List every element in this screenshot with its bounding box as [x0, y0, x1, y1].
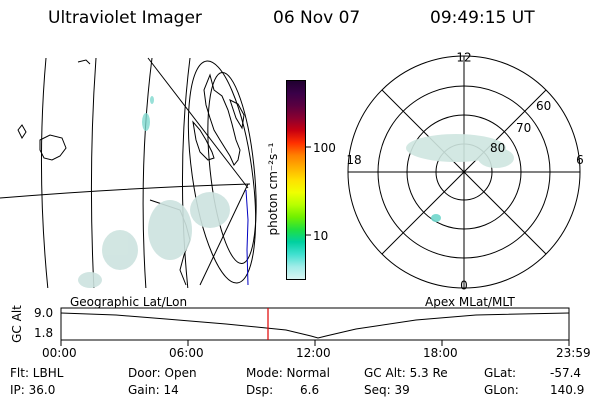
tick-18-00: 18:00 — [423, 346, 458, 360]
colorbar-tick-10: 10 — [313, 229, 329, 243]
colorbar-unit-label: photon cm⁻²s⁻¹ — [266, 142, 280, 236]
colorbar — [286, 80, 306, 280]
coastline — [39, 134, 67, 161]
instrument-title: Ultraviolet Imager — [48, 8, 202, 28]
gc-alt-axis-label: GC Alt — [10, 305, 24, 343]
tick-23-59: 23:59 — [556, 346, 591, 360]
polar-label-6: 6 — [576, 153, 584, 167]
mode-info: Mode: Normal — [246, 366, 330, 380]
dsp-value: 6.6 — [300, 383, 320, 397]
glon-value: 140.9 — [550, 383, 585, 397]
meridian-line — [40, 57, 49, 288]
coastline — [192, 120, 215, 161]
polar-plot: 12 0 18 6 60 70 80 — [346, 51, 584, 293]
meridian-line — [142, 57, 153, 288]
lat-label-60: 60 — [536, 99, 551, 113]
meridian-line — [90, 57, 97, 288]
grid-line — [199, 183, 249, 286]
polar-label-0: 0 — [460, 279, 468, 293]
door-info: Door: Open — [128, 366, 197, 380]
seq-info: Seq: 39 — [364, 383, 410, 397]
tick-06-00: 06:00 — [169, 346, 204, 360]
geographic-map — [0, 57, 257, 288]
polar-label-12: 12 — [456, 51, 471, 65]
gc-alt-bottom-value: 1.8 — [34, 326, 54, 340]
altitude-curve — [60, 312, 570, 339]
altitude-timeline — [60, 307, 570, 346]
polar-label-18: 18 — [346, 153, 361, 167]
time-label: 09:49:15 UT — [430, 8, 535, 28]
gain-info: Gain: 14 — [128, 383, 179, 397]
glat-value: -57.4 — [550, 366, 582, 380]
grid-line — [147, 57, 249, 189]
coastline — [17, 124, 27, 139]
coastline — [245, 189, 249, 286]
gc-alt-info: GC Alt: 5.3 Re — [364, 366, 448, 380]
lat-label-70: 70 — [516, 121, 531, 135]
tick-00-00: 00:00 — [42, 346, 77, 360]
dsp-label: Dsp: — [246, 383, 274, 397]
apex-label: Apex MLat/MLT — [425, 295, 515, 309]
geographic-label: Geographic Lat/Lon — [70, 295, 188, 309]
coastline — [203, 73, 241, 166]
parallel-line — [0, 183, 251, 199]
gc-alt-top-value: 9.0 — [34, 306, 54, 320]
glon-label: GLon: — [484, 383, 519, 397]
coastline — [77, 59, 91, 65]
colorbar-tick-100: 100 — [313, 141, 336, 155]
glat-label: GLat: — [484, 366, 517, 380]
tick-12-00: 12:00 — [296, 346, 331, 360]
lat-label-80: 80 — [490, 141, 505, 155]
meridian-line — [181, 57, 191, 288]
colorbar-axis — [306, 146, 311, 236]
date-label: 06 Nov 07 — [273, 8, 361, 28]
ip-info: IP: 36.0 — [10, 383, 56, 397]
coastline — [229, 99, 245, 130]
filter-info: Flt: LBHL — [10, 366, 64, 380]
